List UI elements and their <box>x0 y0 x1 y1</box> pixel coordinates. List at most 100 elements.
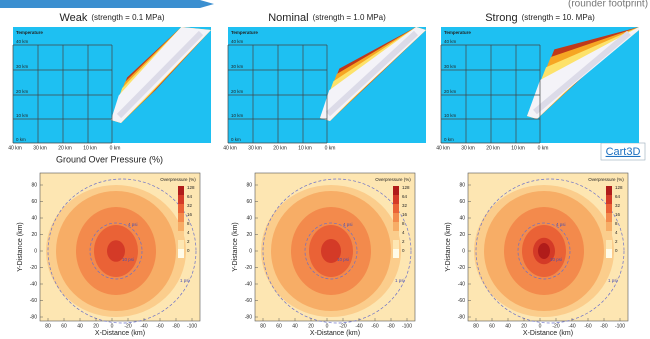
banner-arrow-head <box>200 0 214 8</box>
y-tick-label: 20 <box>246 232 252 238</box>
contour-line <box>47 178 197 324</box>
legend-label: 64 <box>187 194 193 199</box>
x-tick-label: 60 <box>276 323 282 329</box>
x-tick-label: -80 <box>172 323 179 329</box>
contour-line <box>475 178 625 324</box>
x-tick-label: -80 <box>600 323 607 329</box>
y-label: 0 km <box>231 137 241 142</box>
contour-label: 1 psi <box>608 278 618 283</box>
y-label: 0 km <box>16 137 26 142</box>
legend-label: 16 <box>615 212 621 217</box>
x-tick-label: -80 <box>387 323 394 329</box>
contour-line <box>262 178 412 324</box>
legend-swatch <box>606 195 612 204</box>
y-tick-label: 0 <box>462 248 465 254</box>
legend-swatch <box>178 249 184 258</box>
x-tick-label: 60 <box>489 323 495 329</box>
x-tick-label: 20 <box>93 323 99 329</box>
x-tick-label: -20 <box>339 323 346 329</box>
y-tick-label: 20 <box>459 232 465 238</box>
x-tick-label: -100 <box>187 323 197 329</box>
case-name: Strong <box>485 12 517 24</box>
y-tick-label: -40 <box>245 281 252 287</box>
y-tick-label: -20 <box>30 265 37 271</box>
legend-label: 128 <box>615 185 623 190</box>
y-label: 30 km <box>444 64 457 69</box>
x-tick-label: -100 <box>402 323 412 329</box>
y-tick-label: -40 <box>458 281 465 287</box>
y-label: 10 km <box>231 113 244 118</box>
y-label: 20 km <box>444 89 457 94</box>
contour-label: 10 psi <box>122 257 134 262</box>
x-tick-label: -60 <box>156 323 163 329</box>
x-tick-label: 20 <box>308 323 314 329</box>
y-axis-label: Y-Distance (km) <box>232 222 239 272</box>
x-label: 20 km <box>486 145 500 151</box>
y-tick-label: 0 <box>34 248 37 254</box>
temperature-label: Temperature <box>231 30 258 35</box>
temperature-label: Temperature <box>444 30 471 35</box>
x-label: 0 km <box>325 145 336 151</box>
y-label: 30 km <box>16 64 29 69</box>
y-tick-label: -80 <box>245 314 252 320</box>
y-axis-label: Y-Distance (km) <box>17 222 24 272</box>
x-tick-label: 60 <box>61 323 67 329</box>
y-label: 20 km <box>231 89 244 94</box>
case-title: Nominal (strength = 1.0 MPa) <box>268 12 386 24</box>
legend-title: Overpressure (%) <box>160 177 196 182</box>
temperature-label: Temperature <box>16 30 43 35</box>
legend-swatch <box>393 213 399 222</box>
case-title: Strong (strength = 10. MPa) <box>485 12 595 24</box>
legend-swatch <box>393 186 399 195</box>
y-tick-label: -60 <box>458 298 465 304</box>
x-tick-label: -40 <box>355 323 362 329</box>
case-subtitle: (strength = 1.0 MPa) <box>313 13 386 22</box>
contour-label: 10 psi <box>337 257 349 262</box>
legend-swatch <box>178 231 184 240</box>
contour-label: 10 psi <box>550 257 562 262</box>
legend-swatch <box>178 240 184 249</box>
legend-swatch <box>606 249 612 258</box>
y-axis-label: Y-Distance (km) <box>445 222 452 272</box>
x-tick-label: -100 <box>615 323 625 329</box>
legend-label: 16 <box>402 212 408 217</box>
case-name: Weak <box>59 12 87 24</box>
legend-swatch <box>393 204 399 213</box>
y-tick-label: 40 <box>459 215 465 221</box>
y-tick-label: -20 <box>245 265 252 271</box>
legend-label: 64 <box>402 194 408 199</box>
x-tick-label: 20 <box>521 323 527 329</box>
x-tick-label: 0 <box>326 323 329 329</box>
x-label: 30 km <box>33 145 47 151</box>
y-label: 10 km <box>16 113 29 118</box>
x-axis-label: X-Distance (km) <box>95 330 145 337</box>
x-label: 10 km <box>511 145 525 151</box>
legend-swatch <box>606 186 612 195</box>
legend-label: 2 <box>402 239 405 244</box>
legend-label: 2 <box>615 239 618 244</box>
x-tick-label: 80 <box>45 323 51 329</box>
plume-core <box>116 30 204 119</box>
x-tick-label: 0 <box>539 323 542 329</box>
contour-band <box>107 240 125 262</box>
x-tick-label: 40 <box>292 323 298 329</box>
legend-swatch <box>606 240 612 249</box>
legend-label: 2 <box>187 239 190 244</box>
x-tick-label: 80 <box>473 323 479 329</box>
y-label: 40 km <box>16 39 29 44</box>
x-tick-label: -40 <box>140 323 147 329</box>
legend-swatch <box>178 195 184 204</box>
y-tick-label: 80 <box>459 182 465 188</box>
y-label: 40 km <box>231 39 244 44</box>
header-note: (rounder footprint) <box>568 0 648 10</box>
x-label: 20 km <box>58 145 72 151</box>
x-label: 40 km <box>8 145 22 151</box>
source-label: Cart3D <box>606 146 641 158</box>
legend-swatch <box>178 204 184 213</box>
x-axis-label: X-Distance (km) <box>523 330 573 337</box>
contour-label: 1 psi <box>180 278 190 283</box>
legend-title: Overpressure (%) <box>375 177 411 182</box>
x-label: 20 km <box>273 145 287 151</box>
x-tick-label: -60 <box>371 323 378 329</box>
contour-label: 1 psi <box>395 278 405 283</box>
